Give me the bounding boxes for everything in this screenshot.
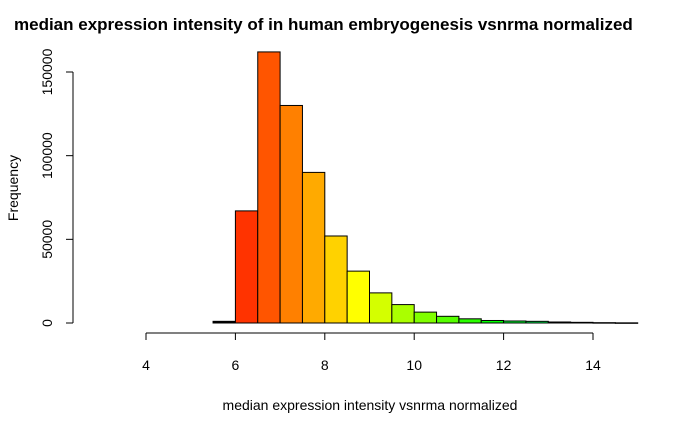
histogram-bar	[614, 322, 639, 324]
y-tick-label: 100000	[39, 132, 55, 179]
histogram-bar	[301, 171, 326, 324]
histogram-bar	[480, 319, 505, 324]
histogram-bar	[436, 315, 460, 324]
x-tick-label: 14	[585, 357, 601, 373]
histogram-bar	[234, 210, 259, 324]
histogram-bar	[346, 270, 370, 324]
histogram-bar	[391, 304, 415, 324]
x-tick-label: 6	[232, 357, 240, 373]
y-axis-label: Frequency	[5, 155, 21, 221]
histogram-bar	[369, 292, 393, 324]
histogram-bar	[413, 311, 438, 324]
histogram-bar	[592, 322, 616, 324]
histogram-bar	[458, 318, 482, 324]
x-tick-label: 10	[406, 357, 422, 373]
histogram-bar	[503, 320, 527, 324]
histogram-bar	[257, 51, 281, 324]
y-axis: 0 50000 100000 150000	[39, 48, 74, 327]
histogram-bar	[525, 320, 549, 324]
y-tick-label: 0	[39, 319, 55, 327]
histogram-bar	[570, 321, 594, 324]
histogram-bar	[212, 320, 236, 324]
histogram-bars	[212, 51, 639, 324]
histogram-bar	[279, 104, 303, 324]
y-tick-label: 50000	[39, 220, 55, 259]
x-tick-label: 12	[496, 357, 512, 373]
chart-title: median expression intensity of in human …	[14, 15, 633, 34]
x-axis: 4 6 8 10 12 14	[142, 332, 601, 373]
histogram-bar	[324, 235, 348, 324]
y-tick-label: 150000	[39, 48, 55, 95]
histogram-bar	[547, 321, 572, 324]
x-axis-label: median expression intensity vsnrma norma…	[223, 397, 518, 413]
x-tick-label: 8	[321, 357, 329, 373]
x-tick-label: 4	[142, 357, 150, 373]
